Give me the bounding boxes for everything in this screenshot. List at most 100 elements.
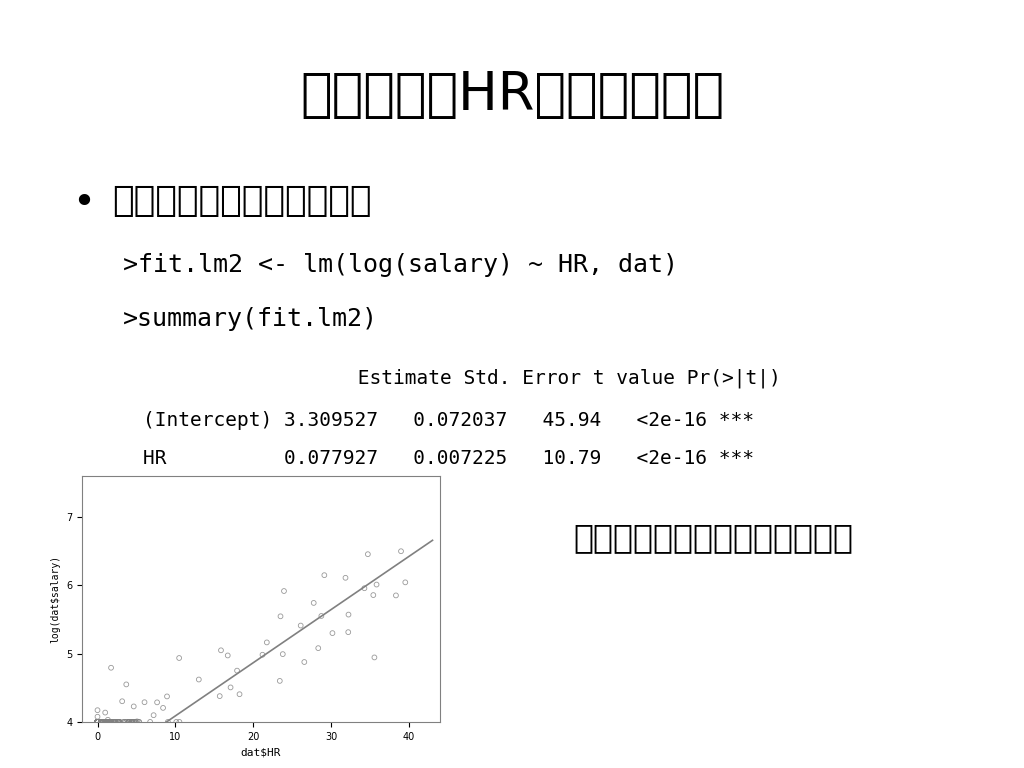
Point [89,716,105,728]
Point [111,716,127,728]
Point [231,688,248,700]
Point [124,716,140,728]
Point [97,716,114,728]
Point [89,716,105,728]
Point [93,716,110,728]
Point [98,716,115,728]
Point [94,716,111,728]
Point [110,716,126,728]
Point [93,716,110,728]
Point [102,716,119,728]
Point [93,716,110,728]
Point [89,716,105,728]
Point [126,700,142,713]
Point [145,709,162,721]
Point [103,716,120,728]
Point [293,620,309,632]
Point [89,716,105,728]
Point [94,716,111,728]
Point [89,716,105,728]
Point [89,716,105,728]
Point [98,716,115,728]
Point [89,716,105,728]
Point [142,716,159,728]
Point [369,578,385,591]
Point [89,716,105,728]
Point [117,716,133,728]
Point [159,690,175,703]
Point [93,716,110,728]
Point [93,716,110,728]
Point [219,649,236,661]
Point [98,716,115,728]
Point [102,661,119,674]
Point [89,716,105,728]
Point [100,716,117,728]
Point [271,675,288,687]
Point [123,716,139,728]
Point [93,716,110,728]
Text: 対数年俸とHRの回帰モデル: 対数年俸とHRの回帰モデル [300,69,724,121]
Text: >fit.lm2 <- lm(log(salary) ~ HR, dat): >fit.lm2 <- lm(log(salary) ~ HR, dat) [123,253,678,277]
Point [93,716,110,728]
Point [168,716,184,728]
Point [310,642,327,654]
Point [93,716,110,728]
Point [95,716,112,728]
Point [340,608,356,621]
Point [98,716,115,728]
Point [89,716,105,728]
Text: (Intercept) 3.309527   0.072037   45.94   <2e-16 ***: (Intercept) 3.309527 0.072037 45.94 <2e-… [143,411,755,430]
Point [89,716,105,728]
Point [89,716,105,728]
Point [89,716,105,728]
Point [89,716,105,728]
Point [127,716,143,728]
Point [130,716,146,728]
Point [94,716,111,728]
Point [275,585,292,598]
Point [89,716,105,728]
Point [89,716,105,728]
Text: >summary(fit.lm2): >summary(fit.lm2) [123,307,378,331]
Point [128,716,144,728]
Point [89,716,105,728]
Point [112,716,128,728]
Point [112,716,128,728]
Point [367,651,383,664]
Point [117,716,133,728]
Point [89,716,105,728]
Point [114,695,130,707]
Point [89,716,105,728]
Point [93,716,110,728]
Point [98,716,115,728]
Point [89,716,105,728]
Point [93,716,110,728]
Point [393,545,410,558]
Point [89,716,105,728]
Text: •: • [72,184,94,222]
Text: 対数年俸を目的変数に回帰: 対数年俸を目的変数に回帰 [113,184,372,218]
Point [89,716,105,728]
Point [131,716,147,728]
Point [102,716,119,728]
Point [89,716,105,728]
Point [93,716,110,728]
Point [89,716,105,728]
Point [89,716,105,728]
Point [212,690,228,702]
Point [108,716,124,728]
Point [94,716,111,728]
Point [106,716,123,728]
Point [89,716,105,728]
Point [213,644,229,657]
Point [89,716,105,728]
Point [129,715,145,727]
Text: HR          0.077927   0.007225   10.79   <2e-16 ***: HR 0.077927 0.007225 10.79 <2e-16 *** [143,449,755,468]
Point [155,702,171,714]
Point [89,716,105,728]
Point [89,716,105,728]
Point [111,716,127,728]
Point [124,716,140,728]
Point [105,716,122,728]
